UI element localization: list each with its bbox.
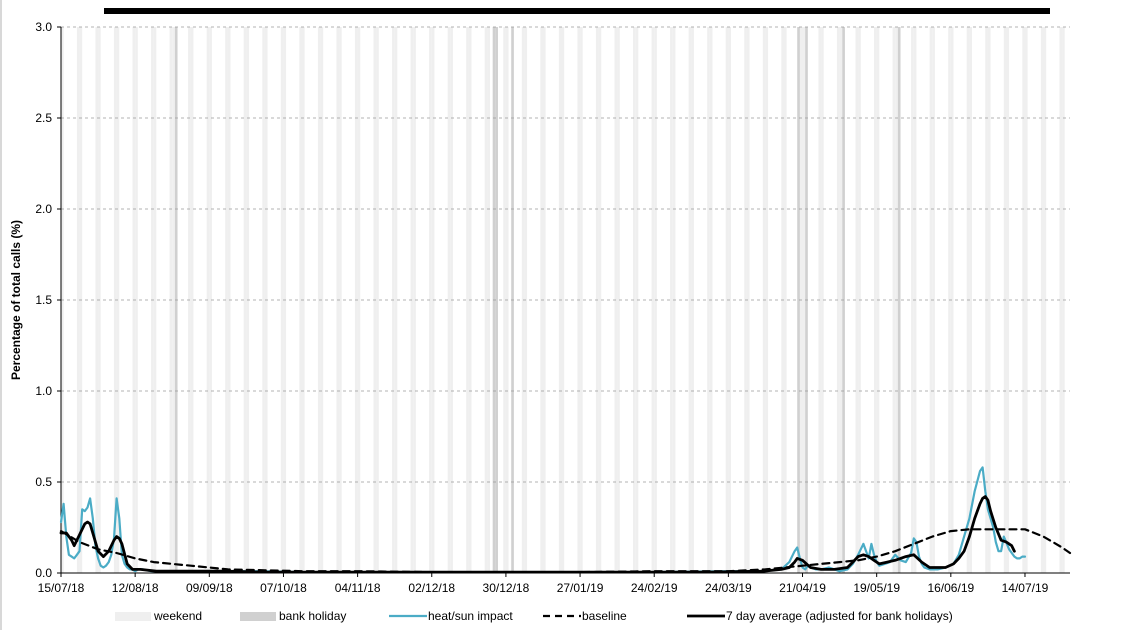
weekend-band (447, 27, 451, 573)
weekend-band (802, 27, 806, 573)
weekend-band (135, 27, 138, 573)
weekend-band (617, 27, 620, 573)
bank-holiday-band (897, 27, 901, 573)
weekend-band (598, 27, 602, 573)
legend-label-4: 7 day average (adjusted for bank holiday… (726, 609, 953, 623)
x-tick-label: 09/09/18 (186, 581, 233, 595)
weekend-band (911, 27, 914, 573)
weekend-band (1059, 27, 1063, 573)
legend-label-3: baseline (582, 609, 627, 623)
weekend-band (1024, 27, 1028, 573)
legend-swatch-0 (115, 612, 151, 621)
series-7-day-average (59, 495, 1016, 574)
weekend-band (874, 27, 877, 573)
legend-label-0: weekend (153, 609, 202, 623)
weekend-band (209, 27, 212, 573)
x-tick-label: 14/07/19 (1002, 581, 1049, 595)
weekend-band (76, 27, 80, 573)
x-tick-label: 16/06/19 (927, 581, 974, 595)
x-tick-label: 02/12/18 (408, 581, 455, 595)
weekend-band (1043, 27, 1047, 573)
weekend-band (707, 27, 710, 573)
x-tick-label: 21/04/19 (779, 581, 826, 595)
weekend-band (855, 27, 859, 573)
weekend-band (670, 27, 673, 573)
left-border-strip (0, 0, 2, 630)
x-tick-label: 24/03/19 (705, 581, 752, 595)
weekend-band (280, 27, 284, 573)
weekend-band (1040, 27, 1044, 573)
y-tick-label: 1.5 (35, 293, 52, 307)
weekend-band (153, 27, 157, 573)
series-heat-sun-impact (59, 466, 1027, 574)
weekend-band (243, 27, 247, 573)
weekend-band (262, 27, 265, 573)
weekend-band (95, 27, 99, 573)
bank-holiday-band (797, 27, 800, 573)
y-tick-label: 2.0 (35, 202, 52, 216)
y-tick-label: 0.0 (35, 566, 52, 580)
top-title-bar (104, 8, 1050, 14)
x-tick-label: 04/11/18 (335, 581, 381, 595)
x-tick-label: 30/12/18 (483, 581, 530, 595)
x-tick-label: 24/02/19 (631, 581, 678, 595)
weekend-band (413, 27, 416, 573)
axis-layer: 0.0 0.5 1.0 1.5 2.0 2.5 3.0 15/07/18 12/08/18 09/… (35, 20, 1070, 595)
legend-label-1: bank holiday (279, 609, 346, 623)
x-tick-label: 27/01/19 (557, 581, 604, 595)
weekend-band (929, 27, 933, 573)
weekend-band (394, 27, 398, 573)
y-tick-label: 2.5 (35, 111, 52, 125)
grid-layer (61, 26, 1070, 483)
weekend-band (357, 27, 361, 573)
series-layer (59, 466, 1072, 574)
weekend-band (503, 27, 506, 573)
weekend-band (765, 27, 769, 573)
y-axis-label: Percentage of total calls (%) (9, 220, 23, 380)
legend-swatch-1 (240, 612, 276, 621)
weekend-band (172, 27, 175, 573)
weekend-band (746, 27, 750, 573)
weekend-band (783, 27, 787, 573)
y-tick-label: 0.5 (35, 475, 52, 489)
weekend-band (339, 27, 342, 573)
weekend-band (651, 27, 655, 573)
weekend-band (969, 27, 973, 573)
y-tick-label: 3.0 (35, 20, 52, 34)
x-tick-label: 19/05/19 (853, 581, 900, 595)
weekend-band (987, 27, 991, 573)
bank-holiday-band (495, 27, 498, 573)
weekend-band (484, 27, 488, 573)
y-tick-label: 1.0 (35, 384, 52, 398)
weekend-band (376, 27, 379, 573)
x-tick-label: 15/07/18 (38, 581, 85, 595)
weekend-band (1006, 27, 1010, 573)
weekend-band (688, 27, 692, 573)
weekend-band (542, 27, 546, 573)
weekend-band (299, 27, 302, 573)
weekend-band (821, 27, 824, 573)
weekend-band (561, 27, 565, 573)
weekend-band (839, 27, 843, 573)
legend-label-2: heat/sun impact (428, 609, 513, 623)
weekend-band (580, 27, 583, 573)
weekend-band (429, 27, 432, 573)
weekend-band (836, 27, 840, 573)
x-tick-label: 12/08/18 (112, 581, 159, 595)
weekend-band (633, 27, 636, 573)
weekend-band (892, 27, 896, 573)
weekend-band (950, 27, 954, 573)
weekend-band (190, 27, 194, 573)
weekend-band (225, 27, 228, 573)
legend: weekend bank holiday heat/sun impact baseli… (115, 609, 953, 623)
x-tick-label: 07/10/18 (260, 581, 307, 595)
weekend-band (466, 27, 469, 573)
